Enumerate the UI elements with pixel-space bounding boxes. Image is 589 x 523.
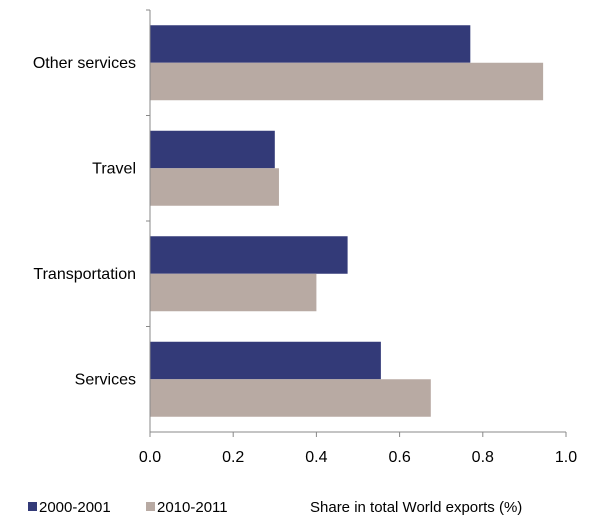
x-tick-label: 0.2 [222,449,244,466]
category-labels: Other services Travel Transportation Servic… [33,55,136,389]
x-axis-title: Share in total World exports (%) [310,499,522,516]
legend-label-2000-2001: 2000-2001 [39,499,111,516]
bars-group [146,9,544,417]
bar-services-2000-2001 [150,341,381,380]
legend-swatch-2000-2001 [28,502,37,511]
bar-transportation-2010-2011 [150,273,317,312]
x-tick-label: 1.0 [555,449,577,466]
bar-other-services-2010-2011 [150,62,544,101]
category-label: Travel [92,160,136,177]
legend-label-2010-2011: 2010-2011 [157,499,228,516]
bar-transportation-2000-2001 [150,236,348,274]
bar-services-2010-2011 [150,379,431,417]
x-tick-label: 0.0 [139,449,161,466]
legend-swatch-2010-2011 [146,502,155,511]
x-tick-label: 0.6 [388,449,410,466]
legend: 2000-2001 2010-2011 [28,499,228,516]
bar-travel-2010-2011 [150,168,279,206]
category-label: Services [75,371,136,388]
x-tick-marks [149,432,567,437]
category-label: Transportation [33,266,136,283]
bar-other-services-2000-2001 [150,25,471,63]
x-tick-label: 0.8 [472,449,494,466]
category-label: Other services [33,55,136,72]
x-tick-label: 0.4 [305,449,327,466]
bar-travel-2000-2001 [150,130,275,169]
x-tick-labels: 0.0 0.2 0.4 0.6 0.8 1.0 [139,449,577,466]
